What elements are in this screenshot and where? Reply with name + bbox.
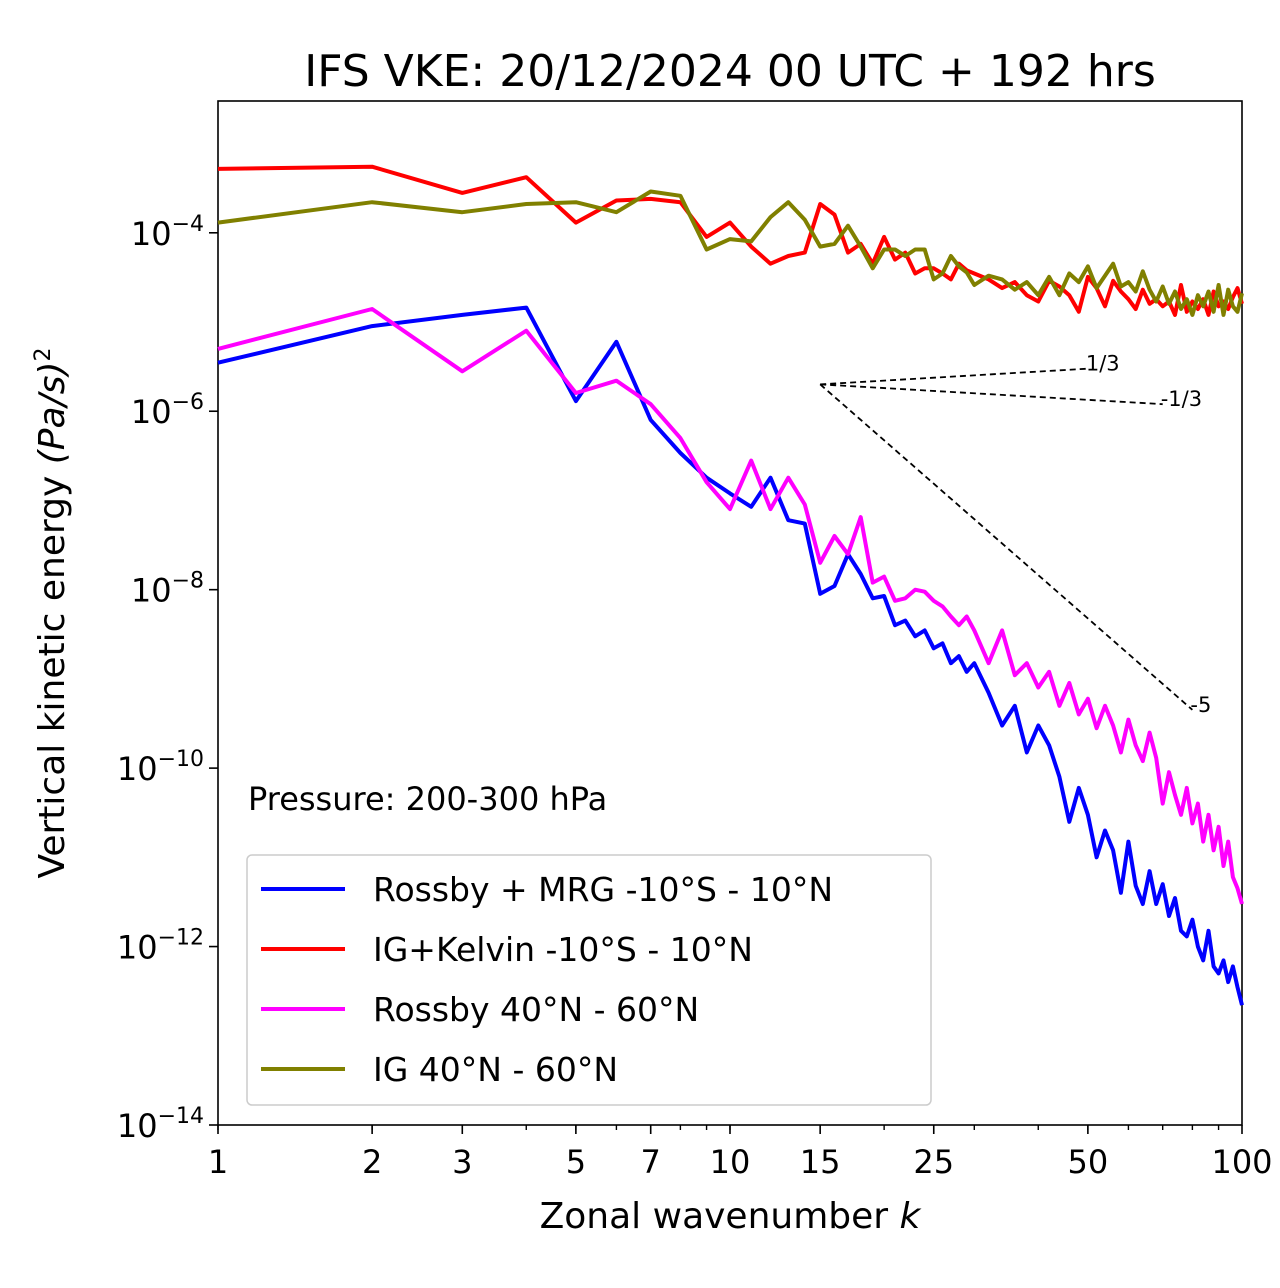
x-tick-label: 25 — [913, 1143, 954, 1181]
x-tick-label: 7 — [641, 1143, 661, 1181]
y-axis-label-unit: (Pa/s) — [32, 361, 73, 464]
x-tick-label: 15 — [800, 1143, 841, 1181]
reference-line-label-2: -1/3 — [1161, 387, 1202, 411]
series-line-1 — [217, 305, 1244, 1006]
y-axis-ticks: 10−14 10−12 10−10 10−8 10−6 10−4 — [117, 212, 218, 1145]
y-tick-label: 10−10 — [117, 747, 204, 788]
y-tick-label: 10−8 — [131, 569, 204, 610]
x-axis-label-symbol: k — [900, 1196, 923, 1237]
x-tick-label: 1 — [208, 1143, 228, 1181]
legend-label-1: Rossby + MRG -10°S - 10°N — [373, 870, 833, 909]
series-group — [217, 164, 1244, 1006]
reference-line-3 — [819, 383, 1193, 711]
x-tick-label: 2 — [362, 1143, 382, 1181]
x-axis-label: Zonal wavenumber k — [540, 1196, 923, 1237]
y-tick-label: 10−4 — [131, 212, 204, 253]
legend-label-3: Rossby 40°N - 60°N — [373, 990, 699, 1029]
legend-label-4: IG 40°N - 60°N — [373, 1050, 618, 1089]
x-tick-label: 3 — [452, 1143, 472, 1181]
reference-line-1 — [820, 367, 1088, 386]
reference-line-label-3: -5 — [1190, 693, 1211, 717]
y-axis-label: Vertical kinetic energy (Pa/s)2 — [31, 347, 73, 878]
x-tick-label: 5 — [566, 1143, 586, 1181]
x-axis-label-text: Zonal wavenumber — [540, 1196, 889, 1237]
y-tick-label: 10−14 — [117, 1104, 204, 1145]
reference-line-label-1: 1/3 — [1086, 352, 1120, 376]
reference-line-2 — [820, 383, 1163, 406]
x-axis-ticks: 1 2 3 5 7 10 15 25 50 100 — [208, 1125, 1273, 1181]
reference-lines: 1/3 -1/3 -5 — [819, 352, 1211, 717]
y-tick-label: 10−6 — [131, 390, 204, 431]
legend-label-2: IG+Kelvin -10°S - 10°N — [373, 930, 753, 969]
series-line-3 — [217, 307, 1244, 905]
x-tick-label: 10 — [710, 1143, 751, 1181]
chart-title: IFS VKE: 20/12/2024 00 UTC + 192 hrs — [304, 46, 1156, 97]
y-tick-label: 10−12 — [117, 926, 204, 967]
legend-frame — [246, 854, 932, 1106]
x-tick-label: 100 — [1211, 1143, 1272, 1181]
y-axis-label-power: 2 — [31, 347, 56, 361]
series-line-4 — [217, 189, 1244, 317]
x-tick-label: 50 — [1068, 1143, 1109, 1181]
y-axis-label-text: Vertical kinetic energy — [32, 476, 73, 879]
plot-area: 1/3-1/3-5 1 2 3 5 7 10 15 25 50 100 10−1410−1210−… — [117, 100, 1273, 1181]
legend: Rossby + MRG -10°S - 10°N IG+Kelvin -10°S… — [246, 854, 932, 1106]
pressure-annotation: Pressure: 200-300 hPa — [248, 780, 607, 818]
